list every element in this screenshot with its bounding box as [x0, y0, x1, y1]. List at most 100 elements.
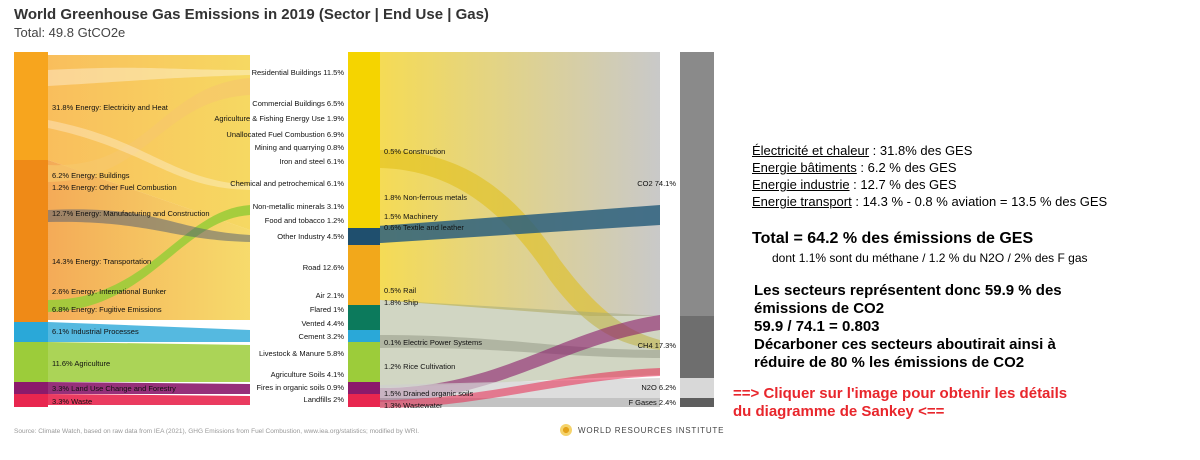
end-use-label: 1.8% Non-ferrous metals [384, 193, 467, 202]
end-use-label: Air 2.1% [316, 291, 345, 300]
node-gas-fgases[interactable] [680, 398, 714, 407]
flow-industrial [48, 322, 250, 342]
node-gas-co2[interactable] [680, 52, 714, 316]
node-energy-bunker[interactable] [14, 290, 48, 300]
end-use-label: 1.3% Wastewater [384, 401, 443, 410]
wri-logo: WORLD RESOURCES INSTITUTE [560, 424, 724, 436]
conclusion-line: Décarboner ces secteurs aboutirait ainsi… [754, 336, 1056, 353]
details-link-line: du diagramme de Sankey <== [733, 403, 945, 420]
note-line: Energie industrie : 12.7 % des GES [752, 176, 1107, 193]
notes-shares: Électricité et chaleur : 31.8% des GES E… [752, 142, 1107, 210]
note-value: : 31.8% des GES [869, 143, 973, 158]
flow-drained-soils [380, 315, 660, 402]
end-use-label: Residential Buildings 11.5% [252, 68, 345, 77]
node-energy-electricity[interactable] [14, 52, 48, 160]
conclusion-line: réduire de 80 % les émissions de CO2 [754, 354, 1025, 371]
end-use-label: Mining and quarrying 0.8% [255, 143, 345, 152]
flow-buildings [48, 78, 250, 182]
end-use-label: 0.5% Rail [384, 286, 416, 295]
flow-streak-1 [48, 67, 250, 86]
wri-logo-icon [560, 424, 572, 436]
note-line: Energie transport : 14.3 % - 0.8 % aviat… [752, 193, 1107, 210]
end-use-label: Food and tobacco 1.2% [265, 216, 345, 225]
sector-label: 3.3% Land Use Change and Forestry [52, 384, 176, 393]
flow-textile-band [350, 205, 660, 245]
page-title: World Greenhouse Gas Emissions in 2019 (… [14, 6, 489, 23]
node-energy-buildings[interactable] [14, 160, 48, 182]
end-use-label: Vented 4.4% [301, 319, 344, 328]
node-end-use-industrial[interactable] [348, 330, 380, 342]
end-use-label: Road 12.6% [303, 263, 345, 272]
conclusion-line: Les secteurs représentent donc 59.9 % de… [754, 282, 1062, 299]
end-use-label: Commercial Buildings 6.5% [252, 99, 344, 108]
node-end-use-agriculture[interactable] [348, 342, 380, 382]
sector-label: 3.3% Waste [52, 397, 92, 406]
flow-landuse [48, 382, 250, 394]
end-use-label: 0.6% Textile and leather [384, 223, 464, 232]
details-link-line: ==> Cliquer sur l'image pour obtenir les… [733, 385, 1068, 402]
node-gas-ch4[interactable] [680, 316, 714, 378]
sankey-diagram[interactable]: 31.8% Energy: Electricity and Heat 6.2% … [0, 0, 720, 420]
end-use-label: Unallocated Fuel Combustion 6.9% [226, 130, 344, 139]
end-use-label: 1.2% Rice Cultivation [384, 362, 455, 371]
sector-label: 6.1% Industrial Processes [52, 327, 139, 336]
node-land-use[interactable] [14, 382, 48, 394]
node-end-use-waste[interactable] [348, 394, 380, 407]
end-use-label: Iron and steel 6.1% [279, 157, 344, 166]
node-energy-fugitive[interactable] [14, 300, 48, 322]
node-end-use-energy[interactable] [348, 52, 380, 230]
end-use-label: Livestock & Manure 5.8% [259, 349, 344, 358]
node-energy-manufacturing[interactable] [14, 182, 48, 242]
flow-waste [48, 394, 250, 405]
node-energy-transport[interactable] [14, 242, 48, 290]
end-use-label: 0.1% Electric Power Systems [384, 338, 482, 347]
node-waste[interactable] [14, 394, 48, 407]
flow-agriculture [48, 342, 250, 382]
sector-label: 12.7% Energy: Manufacturing and Construc… [52, 209, 210, 218]
end-use-label: Cement 3.2% [299, 332, 345, 341]
end-use-label: 1.5% Machinery [384, 212, 438, 221]
flow-streak-3 [48, 209, 250, 242]
details-link[interactable]: ==> Cliquer sur l'image pour obtenir les… [733, 385, 1067, 421]
end-use-label: Flared 1% [310, 305, 345, 314]
gas-label: CH4 17.3% [638, 341, 677, 350]
source-note: Source: Climate Watch, based on raw data… [14, 428, 420, 435]
note-key: Energie transport [752, 194, 852, 209]
end-use-label: 1.8% Ship [384, 298, 418, 307]
node-end-use-fugitive[interactable] [348, 305, 380, 330]
flow-yellow-wave [380, 150, 660, 350]
node-gas-n2o[interactable] [680, 378, 714, 398]
node-agriculture[interactable] [14, 342, 48, 382]
notes-conclusion: Les secteurs représentent donc 59.9 % de… [754, 282, 1062, 372]
end-use-label: 0.5% Construction [384, 147, 445, 156]
note-line: Électricité et chaleur : 31.8% des GES [752, 142, 1107, 159]
gas-label: F Gases 2.4% [628, 398, 676, 407]
node-industrial-processes[interactable] [14, 322, 48, 342]
end-use-label: Landfills 2% [304, 395, 345, 404]
note-key: Électricité et chaleur [752, 143, 870, 158]
flow-to-co2 [380, 52, 660, 316]
end-use-label: Other Industry 4.5% [277, 232, 344, 241]
end-use-label: Agriculture & Fishing Energy Use 1.9% [214, 114, 344, 123]
node-end-use-transport[interactable] [348, 245, 380, 305]
note-value: : 6.2 % des GES [856, 160, 957, 175]
flow-wastewater [380, 368, 660, 408]
sector-label: 1.2% Energy: Other Fuel Combustion [52, 183, 177, 192]
wri-logo-text: WORLD RESOURCES INSTITUTE [578, 425, 725, 435]
flow-streak-2 [48, 120, 250, 190]
node-end-use-textile[interactable] [348, 228, 380, 245]
node-end-use-landuse[interactable] [348, 382, 380, 394]
gas-label: N2O 6.2% [641, 383, 676, 392]
note-line: Energie bâtiments : 6.2 % des GES [752, 159, 1107, 176]
end-use-label: Chemical and petrochemical 6.1% [230, 179, 344, 188]
flow-to-ch4 [380, 300, 660, 388]
gas-label: CO2 74.1% [637, 179, 676, 188]
flow-electric-power [380, 335, 660, 358]
conclusion-line: 59.9 / 74.1 = 0.803 [754, 318, 880, 335]
sector-label: 14.3% Energy: Transportation [52, 257, 151, 266]
notes-total-detail: dont 1.1% sont du méthane / 1.2 % du N2O… [772, 251, 1088, 265]
sector-label: 31.8% Energy: Electricity and Heat [52, 103, 169, 112]
note-value: : 14.3 % - 0.8 % aviation = 13.5 % des G… [851, 194, 1108, 209]
flow-energy-industry [48, 160, 250, 320]
sector-label: 6.8% Energy: Fugitive Emissions [52, 305, 162, 314]
